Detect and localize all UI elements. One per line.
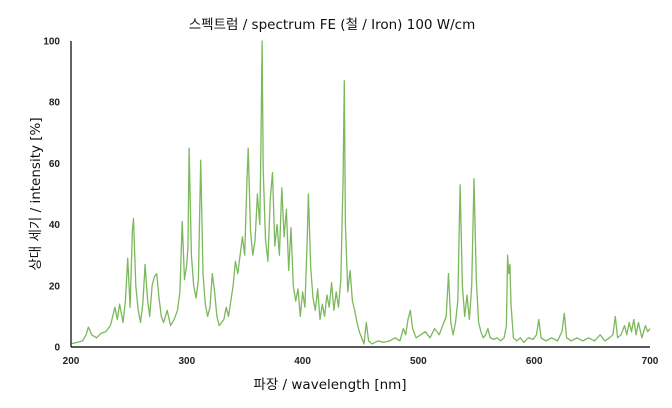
- x-tick-label: 500: [410, 356, 427, 367]
- x-tick-label: 200: [63, 356, 80, 367]
- spectrum-line-0: [70, 40, 651, 345]
- x-tick-label: 300: [178, 356, 195, 367]
- x-axis-ticks: 200 300 400 500 600 700: [63, 356, 659, 367]
- x-tick-label: 700: [642, 356, 659, 367]
- y-axis-label: 상대 세기 / intensity [%]: [28, 117, 44, 270]
- x-axis-label: 파장 / wavelength [nm]: [253, 377, 406, 393]
- x-tick-label: 400: [294, 356, 311, 367]
- plot-area: [70, 40, 651, 345]
- y-tick-label: 20: [49, 281, 61, 292]
- y-tick-label: 40: [49, 220, 61, 231]
- y-tick-label: 80: [49, 98, 61, 109]
- y-axis-ticks: 0 20 40 60 80 100: [43, 37, 60, 354]
- y-tick-label: 60: [49, 159, 61, 170]
- x-tick-label: 600: [526, 356, 543, 367]
- chart-title: 스펙트럼 / spectrum FE (철 / Iron) 100 W/cm: [189, 17, 476, 33]
- y-tick-label: 0: [54, 343, 60, 354]
- y-tick-label: 100: [43, 37, 60, 48]
